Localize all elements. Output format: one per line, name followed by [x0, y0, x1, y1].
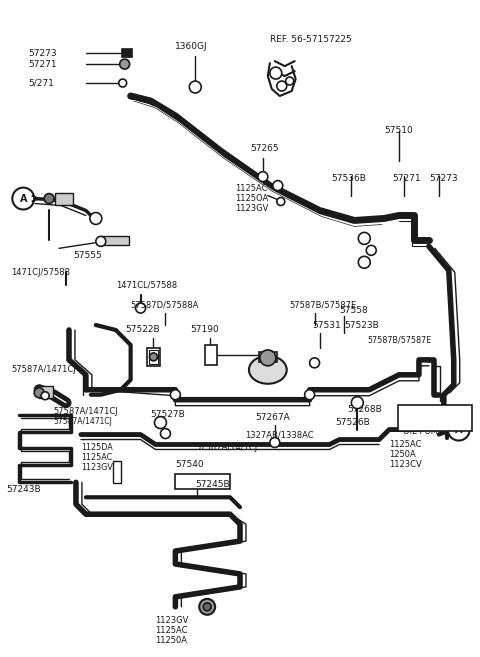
Circle shape: [120, 59, 130, 69]
Text: 1327AB/1338AC: 1327AB/1338AC: [245, 430, 313, 439]
Bar: [259, 352, 277, 362]
Circle shape: [358, 256, 370, 268]
Circle shape: [270, 438, 280, 447]
Circle shape: [160, 428, 170, 438]
Text: 57265: 57265: [250, 145, 278, 153]
Circle shape: [189, 81, 201, 93]
Bar: [205, 345, 217, 365]
Text: 1250A: 1250A: [389, 450, 416, 459]
Text: 1125AC: 1125AC: [156, 626, 188, 635]
Text: 1123GV: 1123GV: [81, 463, 113, 472]
Text: 5/271: 5/271: [28, 79, 54, 87]
Text: 57527B: 57527B: [151, 410, 185, 419]
Circle shape: [199, 599, 215, 615]
Bar: [148, 350, 158, 364]
Circle shape: [44, 194, 54, 204]
Text: A: A: [20, 194, 27, 204]
Bar: [113, 461, 120, 484]
Text: 57587A/1471CJ: 57587A/1471CJ: [53, 417, 112, 426]
Circle shape: [90, 212, 102, 225]
Circle shape: [119, 79, 127, 87]
Text: 57245B: 57245B: [195, 480, 230, 489]
Text: 57273: 57273: [28, 49, 57, 58]
Text: 57558: 57558: [339, 306, 368, 315]
Text: 57540: 57540: [175, 460, 204, 469]
Text: 1123GV: 1123GV: [235, 204, 268, 213]
Circle shape: [258, 171, 268, 181]
Bar: [39, 386, 53, 397]
Text: 57522B: 57522B: [126, 325, 160, 334]
Text: 1360GJ: 1360GJ: [175, 41, 208, 51]
Text: 57555: 57555: [73, 251, 102, 260]
Circle shape: [448, 419, 469, 441]
Circle shape: [310, 358, 320, 368]
Circle shape: [96, 237, 106, 246]
Circle shape: [150, 353, 157, 361]
Circle shape: [155, 417, 167, 428]
Circle shape: [277, 198, 285, 206]
Text: 1125DA: 1125DA: [81, 443, 113, 452]
Text: 1471CL/57588: 1471CL/57588: [116, 281, 177, 290]
Text: 57587A/1471CJ: 57587A/1471CJ: [53, 407, 118, 416]
Text: 57190: 57190: [190, 325, 219, 334]
Text: 57526B: 57526B: [336, 418, 370, 427]
Text: 1123CV: 1123CV: [389, 460, 422, 469]
Circle shape: [41, 392, 49, 399]
Text: 57523B: 57523B: [344, 321, 379, 330]
Text: 1125AC: 1125AC: [389, 440, 421, 449]
Text: 57587A/1471CJ: 57587A/1471CJ: [12, 365, 76, 374]
Text: OIL PUMP: OIL PUMP: [403, 427, 443, 436]
Text: 57587B/57587E: 57587B/57587E: [290, 301, 357, 309]
Text: 57587D/57588A: 57587D/57588A: [131, 301, 199, 309]
Text: P/STEERING: P/STEERING: [400, 417, 450, 426]
Bar: [55, 193, 73, 204]
FancyBboxPatch shape: [398, 405, 472, 430]
Circle shape: [277, 81, 287, 91]
Circle shape: [273, 181, 283, 191]
Circle shape: [286, 77, 294, 85]
Text: 57587B/57587E: 57587B/57587E: [367, 336, 432, 344]
Circle shape: [136, 303, 145, 313]
Circle shape: [203, 603, 211, 611]
Bar: [122, 49, 132, 57]
Bar: [175, 474, 230, 489]
Text: 57271: 57271: [392, 174, 421, 183]
Text: 57531: 57531: [312, 321, 341, 330]
Text: 57587A/14/1CJ: 57587A/14/1CJ: [195, 443, 257, 452]
Text: 57273: 57273: [429, 174, 457, 183]
Bar: [101, 237, 129, 245]
Text: 57268B: 57268B: [348, 405, 382, 414]
Circle shape: [351, 397, 363, 409]
Circle shape: [170, 390, 180, 399]
Text: A: A: [455, 424, 462, 434]
Circle shape: [34, 388, 44, 397]
Text: 57510: 57510: [384, 126, 413, 135]
Text: 57267A: 57267A: [255, 413, 289, 422]
Text: 1125OA: 1125OA: [235, 194, 268, 203]
Circle shape: [358, 233, 370, 244]
Text: 1125AC: 1125AC: [235, 184, 267, 193]
Circle shape: [270, 67, 282, 79]
Text: 1123GV: 1123GV: [156, 616, 189, 625]
Ellipse shape: [249, 356, 287, 384]
Text: 1125AC: 1125AC: [81, 453, 112, 462]
Text: 57536B: 57536B: [332, 174, 366, 183]
Text: 11250A: 11250A: [156, 636, 188, 645]
Circle shape: [366, 245, 376, 256]
Circle shape: [12, 188, 34, 210]
Text: 57271: 57271: [28, 60, 57, 68]
Text: 1471CJ/57588: 1471CJ/57588: [12, 268, 71, 277]
Text: REF. 56-57157225: REF. 56-57157225: [270, 35, 351, 44]
Circle shape: [260, 350, 276, 366]
Text: 57243B: 57243B: [6, 485, 41, 494]
Circle shape: [305, 390, 314, 399]
Bar: [146, 348, 160, 366]
